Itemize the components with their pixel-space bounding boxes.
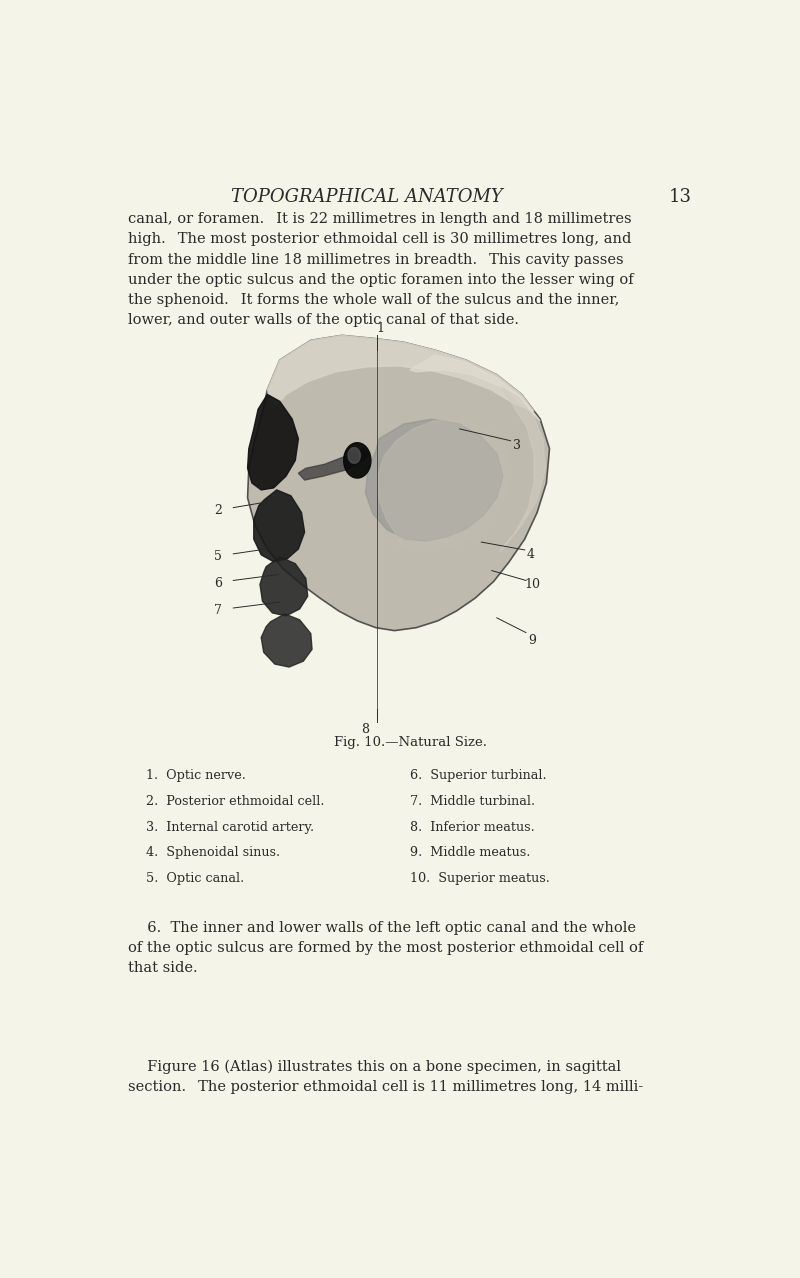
Polygon shape: [500, 387, 545, 552]
Text: 2.  Posterior ethmoidal cell.: 2. Posterior ethmoidal cell.: [146, 795, 325, 808]
Text: 7.  Middle turbinal.: 7. Middle turbinal.: [410, 795, 535, 808]
Polygon shape: [262, 613, 312, 667]
Polygon shape: [378, 419, 512, 552]
Polygon shape: [348, 447, 360, 464]
Text: 6: 6: [214, 576, 222, 590]
Text: 5.  Optic canal.: 5. Optic canal.: [146, 872, 245, 884]
Text: Figure 16 (Atlas) illustrates this on a bone specimen, in sagittal
section.  The: Figure 16 (Atlas) illustrates this on a …: [128, 1059, 643, 1094]
Polygon shape: [410, 355, 540, 420]
Polygon shape: [366, 419, 503, 541]
Polygon shape: [260, 557, 308, 616]
Text: 10.  Superior meatus.: 10. Superior meatus.: [410, 872, 550, 884]
Text: 9.  Middle meatus.: 9. Middle meatus.: [410, 846, 530, 859]
Text: 4: 4: [527, 548, 535, 561]
Text: 6.  Superior turbinal.: 6. Superior turbinal.: [410, 769, 546, 782]
Text: 10: 10: [524, 578, 540, 590]
Text: 2: 2: [214, 504, 222, 518]
Text: 4.  Sphenoidal sinus.: 4. Sphenoidal sinus.: [146, 846, 281, 859]
Text: canal, or foramen.  It is 22 millimetres in length and 18 millimetres
high.  The: canal, or foramen. It is 22 millimetres …: [128, 212, 634, 327]
Text: 3.  Internal carotid artery.: 3. Internal carotid artery.: [146, 820, 314, 833]
Text: Fig. 10.—Natural Size.: Fig. 10.—Natural Size.: [334, 736, 486, 749]
Polygon shape: [247, 335, 550, 630]
Text: 7: 7: [214, 604, 222, 617]
Text: 9: 9: [528, 634, 536, 647]
Polygon shape: [247, 395, 298, 489]
Text: TOPOGRAPHICAL ANATOMY: TOPOGRAPHICAL ANATOMY: [230, 188, 502, 206]
Text: 6.  The inner and lower walls of the left optic canal and the whole
of the optic: 6. The inner and lower walls of the left…: [128, 921, 643, 975]
Bar: [199, 335, 621, 720]
Text: 8.  Inferior meatus.: 8. Inferior meatus.: [410, 820, 534, 833]
Polygon shape: [298, 449, 370, 481]
Text: 13: 13: [669, 188, 692, 206]
Polygon shape: [254, 489, 305, 562]
Text: 8: 8: [362, 722, 370, 736]
Text: 5: 5: [214, 551, 222, 564]
Polygon shape: [267, 335, 534, 412]
Text: 1.  Optic nerve.: 1. Optic nerve.: [146, 769, 246, 782]
Text: 3: 3: [513, 440, 521, 452]
Polygon shape: [344, 442, 371, 478]
Text: 1: 1: [376, 322, 384, 335]
